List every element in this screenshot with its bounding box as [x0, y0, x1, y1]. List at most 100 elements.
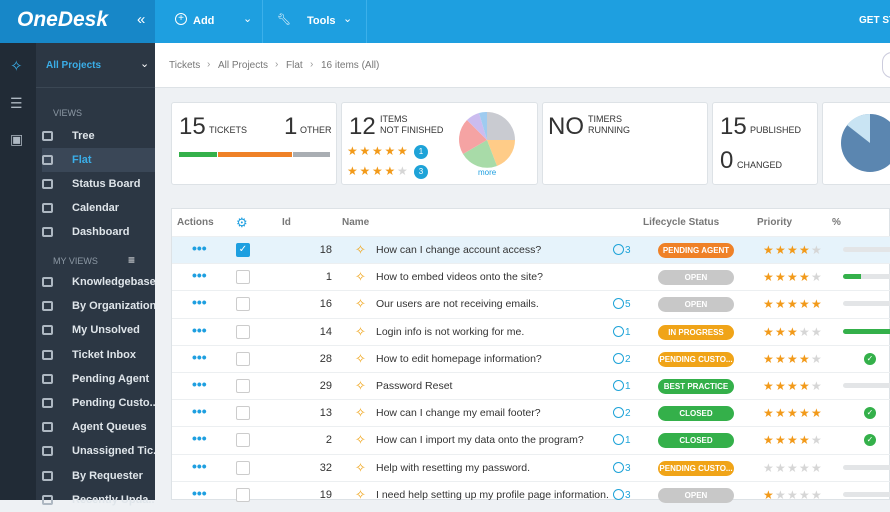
- count-badge[interactable]: 3: [414, 165, 428, 179]
- row-checkbox[interactable]: [236, 351, 250, 366]
- column-header[interactable]: Priority: [757, 217, 793, 228]
- ticket-name[interactable]: How can I change my email footer?: [376, 407, 541, 420]
- view-item[interactable]: By Organization: [42, 294, 155, 318]
- table-row[interactable]: ••• 16 ✧ Our users are not receiving emails…: [172, 290, 890, 317]
- status-pill[interactable]: OPEN: [658, 270, 734, 286]
- status-pill[interactable]: CLOSED: [658, 433, 734, 449]
- row-actions[interactable]: •••: [192, 430, 207, 447]
- row-actions[interactable]: •••: [192, 321, 207, 338]
- status-pill[interactable]: PENDING AGENT: [658, 243, 734, 258]
- column-header[interactable]: Lifecycle Status: [643, 217, 720, 228]
- status-pill[interactable]: PENDING CUSTO...: [658, 351, 734, 367]
- view-item[interactable]: Pending Agent: [42, 367, 155, 391]
- row-checkbox[interactable]: [236, 297, 250, 312]
- crumb-item[interactable]: Flat: [286, 60, 303, 71]
- table-row[interactable]: ••• 13 ✧ How can I change my email footer? 2…: [172, 399, 890, 426]
- item-count: 16 items (All): [321, 60, 380, 71]
- table-row[interactable]: ••• 32 ✧ Help with resetting my password. 3 P…: [172, 453, 890, 481]
- ticket-icon: ✧: [355, 323, 366, 339]
- view-item[interactable]: My Unsolved: [42, 318, 155, 342]
- ticket-name[interactable]: Help with resetting my password.: [376, 461, 531, 474]
- ticket-name[interactable]: Password Reset: [376, 380, 453, 392]
- table-row[interactable]: ••• 14 ✧ Login info is not working for me. 1…: [172, 317, 890, 345]
- table-row[interactable]: ••• 2 ✧ How can I import my data onto the p…: [172, 426, 890, 453]
- view-item[interactable]: Flat: [42, 148, 155, 172]
- ticket-name[interactable]: How to edit homepage information?: [376, 352, 542, 365]
- status-pill[interactable]: OPEN: [658, 487, 734, 503]
- column-header[interactable]: Name: [342, 217, 370, 228]
- row-actions[interactable]: •••: [192, 240, 207, 256]
- row-checkbox[interactable]: [236, 460, 250, 475]
- row-actions[interactable]: •••: [192, 403, 207, 420]
- row-checkbox[interactable]: [236, 379, 250, 393]
- logo[interactable]: OneDesk: [17, 8, 109, 31]
- view-item[interactable]: Calendar: [42, 196, 155, 220]
- view-item[interactable]: Ticket Inbox: [42, 343, 155, 367]
- get-started[interactable]: GET ST: [859, 15, 890, 26]
- row-actions[interactable]: •••: [192, 267, 207, 284]
- status-pill[interactable]: CLOSED: [658, 406, 734, 422]
- view-item[interactable]: Status Board: [42, 172, 155, 196]
- ticket-name[interactable]: How to embed videos onto the site?: [376, 271, 543, 284]
- comment-count[interactable]: 1: [625, 326, 631, 338]
- ticket-name[interactable]: Login info is not working for me.: [376, 325, 525, 338]
- table-row[interactable]: ••• ✓ 18 ✧ How can I change account access? 3…: [172, 236, 890, 263]
- comment-count[interactable]: 2: [625, 408, 631, 420]
- status-pill[interactable]: IN PROGRESS: [658, 324, 734, 340]
- row-actions[interactable]: •••: [192, 376, 207, 392]
- row-actions[interactable]: •••: [192, 457, 207, 474]
- row-checkbox[interactable]: [236, 433, 250, 448]
- comment-count[interactable]: 3: [625, 462, 631, 474]
- table-row[interactable]: ••• 28 ✧ How to edit homepage information? 2…: [172, 344, 890, 372]
- filter-icon[interactable]: ≡: [128, 253, 136, 267]
- count-badge[interactable]: 1: [414, 145, 428, 159]
- status-pill[interactable]: OPEN: [658, 297, 734, 313]
- row-checkbox[interactable]: ✓: [236, 243, 250, 257]
- collapse[interactable]: «: [137, 11, 146, 28]
- column-header[interactable]: Actions: [177, 217, 214, 228]
- ticket-name[interactable]: I need help setting up my profile page i…: [376, 488, 609, 501]
- row-checkbox[interactable]: [236, 406, 250, 421]
- comment-count[interactable]: 3: [625, 245, 631, 256]
- view-item[interactable]: Pending Custo...: [42, 391, 155, 415]
- comment-count[interactable]: 2: [625, 353, 631, 365]
- view-label: Knowledgebase: [72, 276, 155, 288]
- crumb-item[interactable]: Tickets: [169, 60, 201, 71]
- ticket-name[interactable]: How can I import my data onto the progra…: [376, 434, 584, 447]
- comment-count[interactable]: 3: [625, 489, 631, 501]
- view-item[interactable]: Agent Queues: [42, 415, 155, 439]
- complete-bar: [843, 274, 861, 280]
- row-actions[interactable]: •••: [192, 294, 207, 311]
- settings-gear[interactable]: ⚙: [236, 215, 248, 230]
- view-item[interactable]: Unassigned Tic...: [42, 439, 155, 463]
- comment-count[interactable]: 1: [625, 435, 631, 447]
- row-checkbox[interactable]: [236, 270, 250, 285]
- status-pill[interactable]: PENDING CUSTO...: [658, 460, 734, 476]
- ticket-name[interactable]: Our users are not receiving emails.: [376, 298, 539, 311]
- column-header[interactable]: Id: [282, 217, 291, 228]
- row-checkbox[interactable]: [236, 324, 250, 339]
- add-menu[interactable]: + Add ⌄: [155, 0, 263, 43]
- more-link[interactable]: more: [478, 168, 497, 177]
- search-box[interactable]: [882, 52, 890, 78]
- priority-star: ★: [763, 243, 774, 257]
- view-item[interactable]: Knowledgebase: [42, 270, 155, 294]
- table-row[interactable]: ••• 19 ✧ I need help setting up my profile …: [172, 480, 890, 508]
- timers-label: RUNNING: [588, 125, 630, 135]
- crumb-item[interactable]: All Projects: [218, 60, 269, 71]
- ticket-id: 16: [319, 298, 332, 311]
- comment-count[interactable]: 5: [625, 299, 631, 311]
- table-row[interactable]: ••• 29 ✧ Password Reset 1 BEST PRACTICE ★ ★ ★ ★ ★: [172, 372, 890, 399]
- view-item[interactable]: Tree: [42, 124, 155, 148]
- comment-count[interactable]: 1: [625, 381, 631, 392]
- row-actions[interactable]: •••: [192, 484, 207, 501]
- table-row[interactable]: ••• 1 ✧ How to embed videos onto the site? O…: [172, 263, 890, 290]
- project-picker[interactable]: All Projects ⌄: [36, 43, 155, 88]
- priority-star: ★: [811, 406, 822, 421]
- view-item[interactable]: By Requester: [42, 464, 155, 488]
- view-item[interactable]: Dashboard: [42, 220, 155, 244]
- row-actions[interactable]: •••: [192, 348, 207, 365]
- ticket-name[interactable]: How can I change account access?: [376, 244, 542, 256]
- tools-menu[interactable]: 🔧︎ Tools ⌄: [263, 0, 367, 43]
- status-pill[interactable]: BEST PRACTICE: [658, 379, 734, 394]
